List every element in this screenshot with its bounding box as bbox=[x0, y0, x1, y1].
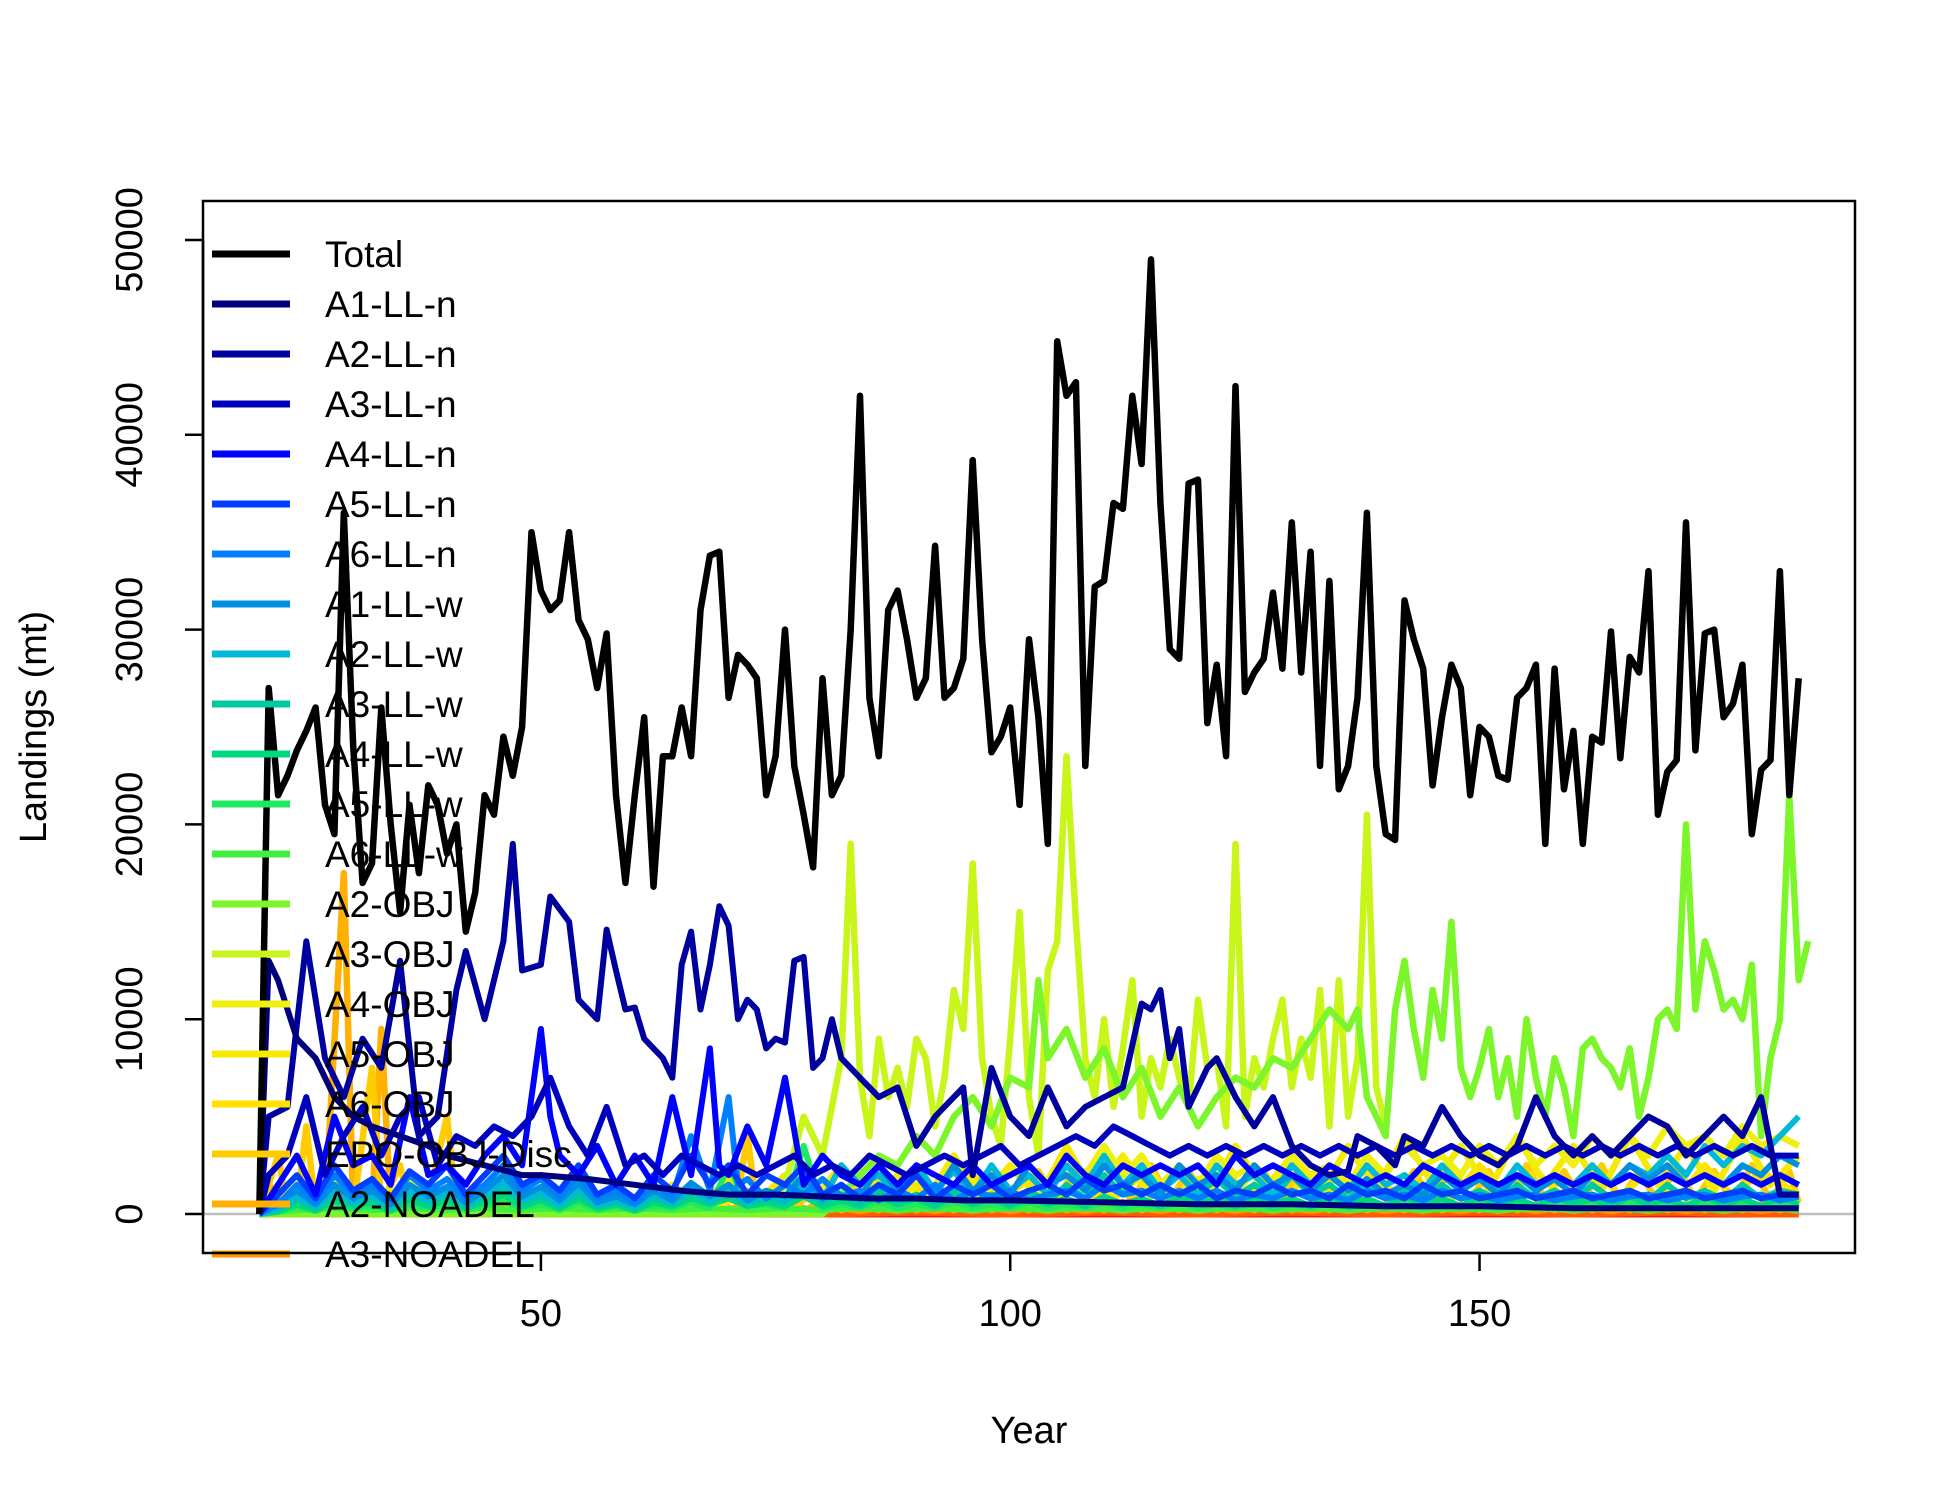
legend-label: A4-LL-w bbox=[325, 734, 463, 775]
legend-item: A5-OBJ bbox=[212, 1034, 455, 1075]
legend-item: A5-LL-w bbox=[212, 784, 463, 825]
legend-label: Total bbox=[325, 234, 403, 275]
legend-label: A1-LL-n bbox=[325, 284, 457, 325]
plot-frame bbox=[201, 199, 1857, 1255]
series-line-total bbox=[256, 256, 1802, 1215]
series-line-a2-obj bbox=[259, 791, 1812, 1218]
legend-item: A3-OBJ bbox=[212, 934, 455, 975]
legend-label: EPO-OBJ-Disc bbox=[325, 1134, 572, 1175]
x-tick-label: 50 bbox=[520, 1293, 562, 1335]
legend-label: A6-LL-w bbox=[325, 834, 463, 875]
legend-label: A3-LL-w bbox=[325, 684, 463, 725]
legend-label: A3-OBJ bbox=[325, 934, 455, 975]
series-line-a3-ll-n bbox=[256, 1074, 1799, 1215]
series-line-a1-ll-n bbox=[256, 957, 1799, 1215]
y-axis-title: Landings (mt) bbox=[13, 611, 55, 843]
legend-item: A5-LL-n bbox=[212, 484, 457, 525]
legend-item: A1-LL-n bbox=[212, 284, 457, 325]
legend-item: A2-LL-n bbox=[212, 334, 457, 375]
legend-label: A5-LL-w bbox=[325, 784, 463, 825]
legend-label: A2-LL-w bbox=[325, 634, 463, 675]
legend: Total A1-LL-n A2-LL-n A3-LL-n A4-LL-n A5-LL-n… bbox=[212, 234, 572, 1275]
legend-label: A6-LL-n bbox=[325, 534, 457, 575]
series-lines bbox=[256, 256, 1812, 1218]
x-tick-label: 100 bbox=[979, 1293, 1042, 1335]
x-axis-title: Year bbox=[991, 1410, 1068, 1452]
series-line-a4-ll-w bbox=[258, 1191, 1800, 1217]
legend-item: A6-OBJ bbox=[212, 1084, 455, 1125]
legend-item: A3-LL-w bbox=[212, 684, 463, 725]
legend-item: Total bbox=[212, 234, 403, 275]
legend-label: A2-OBJ bbox=[325, 884, 455, 925]
y-tick-label: 40000 bbox=[109, 382, 151, 488]
x-tick-label: 150 bbox=[1448, 1293, 1511, 1335]
legend-item: A4-OBJ bbox=[212, 984, 455, 1025]
legend-item: A3-NOADEL bbox=[212, 1234, 535, 1275]
series-line-a3-obj bbox=[259, 752, 1389, 1218]
legend-label: A2-NOADEL bbox=[325, 1184, 535, 1225]
y-tick-label: 50000 bbox=[109, 187, 151, 293]
y-tick-label: 20000 bbox=[109, 772, 151, 878]
legend-label: A2-LL-n bbox=[325, 334, 457, 375]
legend-item: A1-LL-w bbox=[212, 584, 463, 625]
legend-label: A4-LL-n bbox=[325, 434, 457, 475]
series-line-a2-ll-n bbox=[256, 840, 1799, 1215]
series-line-a4-ll-n bbox=[256, 1026, 1801, 1216]
legend-label: A4-OBJ bbox=[325, 984, 455, 1025]
legend-item: A6-LL-w bbox=[212, 834, 463, 875]
legend-item: A6-LL-n bbox=[212, 534, 457, 575]
legend-label: A1-LL-w bbox=[325, 584, 463, 625]
legend-item: A2-OBJ bbox=[212, 884, 455, 925]
legend-item: A2-NOADEL bbox=[212, 1184, 535, 1225]
y-tick-label: 10000 bbox=[109, 966, 151, 1072]
legend-label: A3-LL-n bbox=[325, 384, 457, 425]
legend-item: A4-LL-n bbox=[212, 434, 457, 475]
legend-label: A5-LL-n bbox=[325, 484, 457, 525]
legend-label: A5-OBJ bbox=[325, 1034, 455, 1075]
y-tick-label: 0 bbox=[109, 1203, 151, 1224]
legend-label: A6-OBJ bbox=[325, 1084, 455, 1125]
legend-item: A2-LL-w bbox=[212, 634, 463, 675]
legend-item: A3-LL-n bbox=[212, 384, 457, 425]
legend-label: A3-NOADEL bbox=[325, 1234, 535, 1275]
y-tick-label: 30000 bbox=[109, 577, 151, 683]
legend-item: EPO-OBJ-Disc bbox=[212, 1134, 572, 1175]
legend-item: A4-LL-w bbox=[212, 734, 463, 775]
